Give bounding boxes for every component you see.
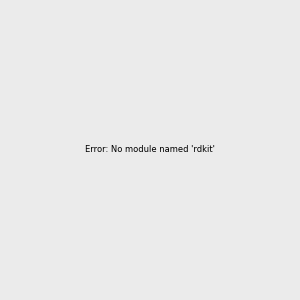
- Text: Error: No module named 'rdkit': Error: No module named 'rdkit': [85, 146, 215, 154]
